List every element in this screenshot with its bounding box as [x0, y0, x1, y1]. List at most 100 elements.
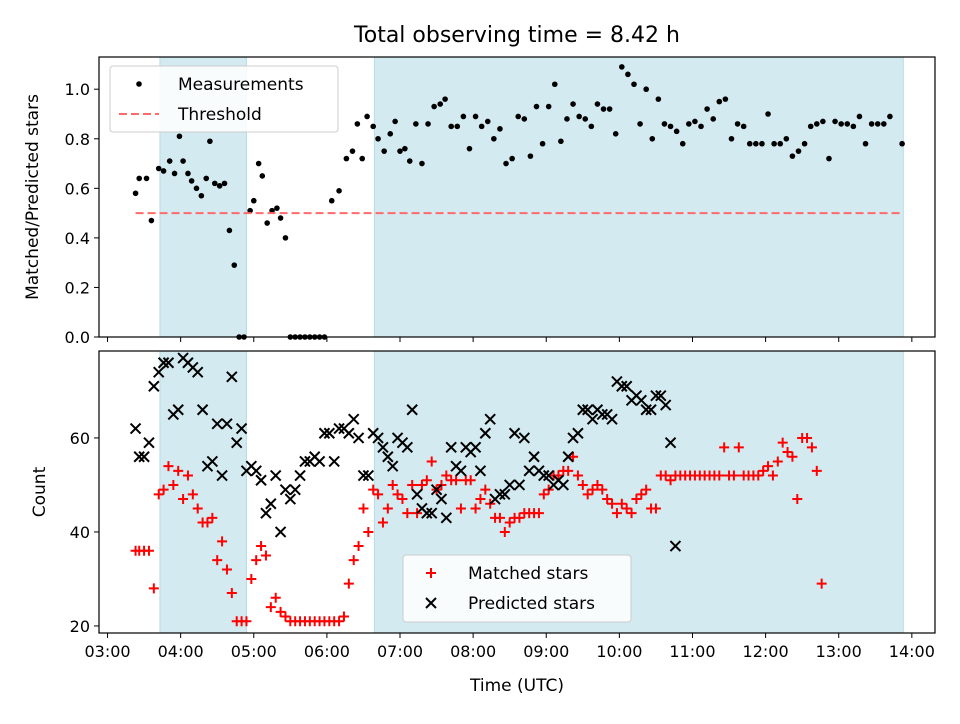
matched-star-point — [392, 489, 403, 500]
measurement-point — [203, 175, 210, 182]
matched-star-point — [811, 465, 822, 476]
measurement-point — [649, 135, 656, 142]
matched-star-point — [334, 616, 345, 627]
measurement-point — [148, 217, 155, 224]
measurement-point — [807, 123, 814, 130]
matched-star-point — [714, 470, 725, 481]
matched-star-point — [182, 470, 193, 481]
measurement-point — [359, 155, 366, 162]
predicted-star-point — [440, 512, 453, 524]
measurement-point — [491, 135, 497, 142]
predicted-star-point — [265, 498, 277, 510]
measurement-point — [155, 165, 162, 172]
matched-star-point — [363, 526, 374, 537]
predicted-star-point — [620, 380, 633, 392]
predicted-star-point — [138, 451, 150, 463]
predicted-star-point — [289, 483, 301, 496]
matched-star-point — [377, 517, 388, 528]
measurement-point — [539, 140, 546, 147]
legend — [109, 65, 339, 133]
measurement-point — [813, 121, 820, 127]
matched-star-point — [616, 498, 627, 509]
measurement-point — [868, 121, 875, 127]
matched-star-point — [665, 475, 676, 486]
measurement-point — [874, 121, 881, 127]
y-axis-label: Count — [30, 466, 50, 517]
predicted-star-point — [196, 404, 209, 416]
matched-star-point — [499, 526, 510, 537]
matched-star-point — [416, 479, 427, 490]
predicted-star-point — [596, 408, 609, 421]
predicted-star-point — [372, 432, 384, 444]
matched-star-point — [241, 616, 252, 627]
matched-star-point — [602, 494, 613, 505]
measurement-point — [600, 106, 607, 112]
y-tick-label: 0.8 — [65, 130, 90, 149]
measurement-point — [381, 148, 387, 154]
measurement-point — [413, 121, 419, 127]
measurement-point — [392, 118, 398, 125]
x-tick-label: 08:00 — [450, 642, 496, 661]
measurement-point — [558, 138, 564, 145]
measurement-point — [250, 197, 257, 204]
matched-star-point — [733, 442, 744, 453]
measurement-point — [375, 135, 381, 142]
measurement-point — [226, 227, 233, 234]
predicted-star-point — [421, 507, 433, 519]
matched-star-point — [426, 456, 437, 467]
predicted-star-point — [235, 422, 248, 435]
matched-star-point — [163, 461, 174, 472]
measurement-point — [247, 207, 253, 214]
measurement-point — [136, 175, 143, 182]
matched-star-point — [368, 484, 379, 495]
plot-frame — [98, 56, 936, 338]
predicted-star-point — [255, 474, 267, 486]
measurement-point — [259, 173, 266, 179]
predicted-star-point — [499, 488, 511, 501]
predicted-star-point — [343, 427, 355, 439]
measurement-point — [582, 116, 589, 122]
predicted-star-point — [129, 422, 142, 435]
measurement-point — [740, 123, 747, 130]
matched-star-point — [777, 437, 788, 448]
measurement-point — [551, 81, 558, 88]
measurement-point — [716, 98, 723, 105]
measurement-point — [509, 155, 515, 162]
measurement-point — [448, 123, 454, 130]
matched-star-point — [246, 573, 257, 584]
measurement-point — [887, 113, 893, 120]
predicted-star-point — [216, 469, 228, 482]
measurement-point — [370, 123, 376, 130]
measurement-point — [176, 133, 183, 140]
matched-star-point — [753, 470, 764, 481]
predicted-star-point — [143, 436, 155, 449]
y-tick-label: 20 — [70, 617, 90, 636]
predicted-star-point — [313, 455, 326, 468]
measurement-point — [826, 155, 832, 162]
bottom-panel: 03:00 04:00 05:00 06:00 07:00 08:00 09:00 10:00… — [30, 350, 936, 661]
predicted-star-point — [377, 441, 389, 454]
predicted-star-point — [323, 427, 336, 439]
predicted-star-point — [279, 483, 292, 496]
predicted-star-point — [357, 469, 370, 482]
predicted-star-point — [650, 389, 662, 402]
predicted-star-point — [669, 540, 682, 552]
predicted-star-point — [455, 465, 467, 477]
matched-star-point — [407, 479, 418, 490]
matched-star-point — [465, 475, 476, 486]
matched-star-point — [611, 508, 622, 519]
x-tick-label: 06:00 — [304, 642, 350, 661]
predicted-star-point — [401, 441, 414, 454]
y-tick-label: 0.2 — [65, 278, 90, 297]
measurement-point — [795, 148, 802, 154]
measurement-point — [397, 148, 403, 154]
predicted-star-point — [523, 465, 535, 477]
measurement-point — [710, 116, 717, 122]
measurement-point — [844, 121, 851, 127]
predicted-star-point — [382, 451, 394, 463]
predicted-star-point — [645, 404, 657, 416]
x-axis-label: Time (UTC) — [469, 676, 564, 696]
predicted-star-point — [508, 427, 521, 439]
predicted-star-point — [172, 404, 184, 416]
predicted-star-point — [269, 469, 282, 482]
